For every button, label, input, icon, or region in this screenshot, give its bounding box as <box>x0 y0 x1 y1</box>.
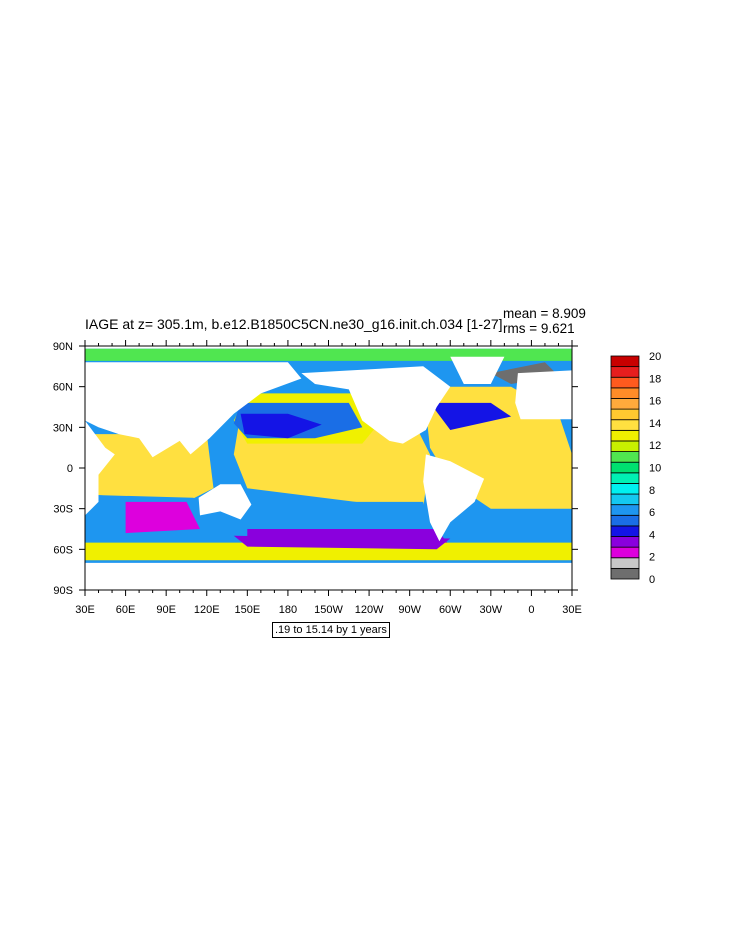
x-tick-label: 30E <box>562 604 582 616</box>
colorbar: 0 2 4 6 8 10 12 14 16 18 20 <box>610 351 661 586</box>
y-tick-label: 30S <box>53 504 73 516</box>
colorbar-swatch <box>610 536 640 548</box>
chart-title: IAGE at z= 305.1m, b.e12.B1850C5CN.ne30_… <box>85 316 503 332</box>
ticks-layer: 30E 60E 90E 120E 150E 180 150W 120W 90W 60W 30W 0 30… <box>53 340 582 616</box>
x-tick-label: 60W <box>439 604 462 616</box>
colorbar-label: 4 <box>649 529 655 541</box>
region-n-atlantic-young <box>430 402 512 430</box>
colorbar-label: 10 <box>649 463 661 475</box>
region-antarctic-margin <box>85 542 572 561</box>
colorbar-swatch <box>610 483 640 495</box>
region-indian-ocean <box>91 434 214 502</box>
colorbar-swatch <box>610 451 640 463</box>
x-tick-label: 150W <box>314 604 343 616</box>
land-australia <box>198 484 252 520</box>
colorbar-swatch <box>610 366 640 378</box>
colorbar-label: 6 <box>649 507 655 519</box>
contour-info: .19 to 15.14 by 1 years <box>272 622 390 638</box>
y-tick-label: 60S <box>53 544 73 556</box>
colorbar-label: 0 <box>649 574 655 586</box>
x-tick-label: 90W <box>398 604 421 616</box>
colorbar-swatch <box>610 440 640 452</box>
colorbar-swatch <box>610 355 640 368</box>
x-tick-label: 30W <box>480 604 503 616</box>
colorbar-swatch <box>610 525 640 537</box>
colorbar-label: 8 <box>649 485 655 497</box>
x-tick-label: 0 <box>528 604 534 616</box>
x-tick-label: 30E <box>75 604 95 616</box>
x-tick-label: 180 <box>279 604 297 616</box>
colorbar-swatch <box>610 429 640 442</box>
colorbar-swatch <box>610 461 640 474</box>
colorbar-label: 20 <box>649 351 661 363</box>
x-tick-label: 60E <box>116 604 136 616</box>
colorbar-swatch <box>610 514 640 527</box>
colorbar-label: 16 <box>649 396 661 408</box>
y-tick-label: 30N <box>53 422 73 434</box>
x-tick-label: 120W <box>355 604 384 616</box>
region-s-pacific <box>247 501 430 536</box>
region-arctic <box>85 348 572 361</box>
rms-stat: rms = 9.621 <box>503 321 575 336</box>
y-tick-label: 90S <box>53 585 73 597</box>
region-s-indian-young <box>125 501 200 534</box>
land-greenland <box>450 356 505 384</box>
land-layer <box>85 356 572 590</box>
colorbar-swatch <box>610 493 640 506</box>
mean-stat: mean = 8.909 <box>503 306 586 321</box>
colorbar-swatch <box>610 376 640 389</box>
colorbar-label: 12 <box>649 440 661 452</box>
region-southern-ocean-belt <box>233 535 451 550</box>
region-n-pacific-core <box>240 413 322 439</box>
colorbar-swatch <box>610 472 640 484</box>
colorbar-swatch <box>610 557 640 569</box>
land-africa <box>85 420 115 516</box>
colorbar-label: 18 <box>649 373 661 385</box>
x-tick-label: 90E <box>156 604 176 616</box>
land-europe <box>515 370 572 420</box>
colorbar-swatch <box>610 398 640 410</box>
colorbar-swatch <box>610 567 640 580</box>
y-tick-label: 90N <box>53 341 73 353</box>
colorbar-label: 2 <box>649 552 655 564</box>
colorbar-label: 14 <box>649 418 661 430</box>
region-s-pacific <box>450 515 572 543</box>
y-tick-label: 60N <box>53 382 73 394</box>
colorbar-swatch <box>610 408 640 421</box>
colorbar-swatch <box>610 419 640 431</box>
y-tick-label: 0 <box>67 463 73 475</box>
land-antarctica <box>85 562 572 590</box>
colorbar-swatch <box>610 546 640 559</box>
colorbar-swatch <box>610 504 640 516</box>
land-eurasia <box>85 362 302 458</box>
land-south-america <box>423 454 485 542</box>
x-tick-label: 150E <box>234 604 260 616</box>
colorbar-swatch <box>610 387 640 399</box>
x-tick-label: 120E <box>194 604 220 616</box>
land-north-america <box>301 366 451 444</box>
